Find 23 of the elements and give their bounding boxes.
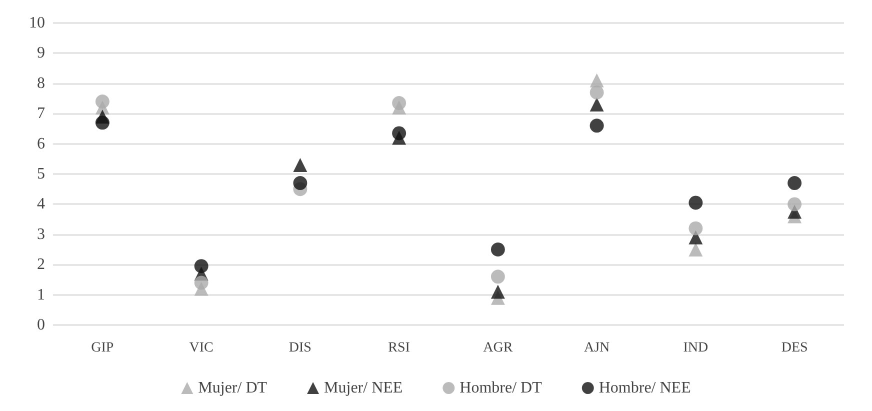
legend-label: Hombre/ NEE [598,380,691,396]
x-tick-label: DIS [288,340,312,356]
legend-label: Mujer/ DT [198,380,268,396]
x-tick-label: AJN [584,340,610,356]
y-tick-label: 8 [37,74,45,92]
x-tick-label: GIP [91,340,114,356]
x-tick-label: RSI [388,340,410,356]
y-tick-label: 9 [37,44,45,62]
y-tick-label: 6 [37,135,45,152]
x-tick-label: IND [683,340,708,356]
x-tick-label: VIC [189,340,214,356]
y-tick-label: 4 [37,196,45,213]
y-tick-label: 3 [37,226,45,243]
y-tick-label: 10 [29,14,45,32]
x-tick-label: AGR [483,340,514,356]
y-tick-label: 0 [37,316,45,334]
legend-label: Mujer/ NEE [324,380,403,396]
y-tick-label: 7 [37,105,45,122]
legend-label: Hombre/ DT [460,380,542,396]
y-tick-label: 5 [37,166,45,182]
y-tick-label: 2 [37,256,45,274]
y-tick-label: 1 [37,286,45,304]
x-tick-label: DES [781,340,808,356]
